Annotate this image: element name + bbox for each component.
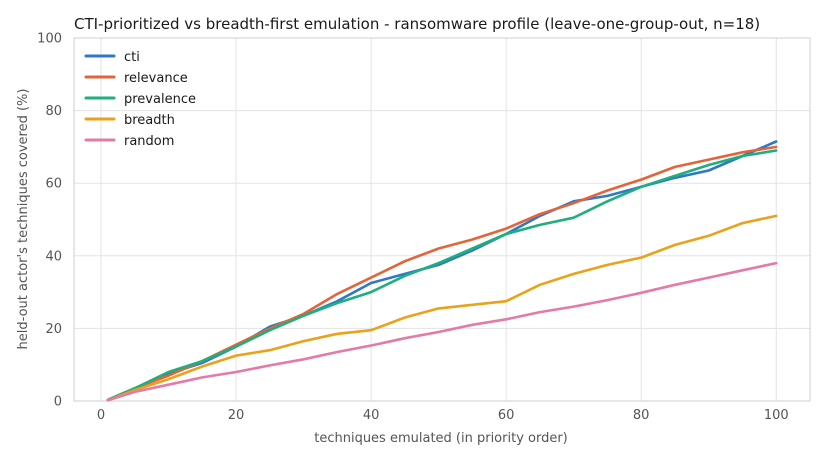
x-tick-label: 100 — [764, 408, 789, 423]
series-line-breadth — [106, 214, 778, 402]
legend-label-relevance: relevance — [124, 71, 188, 86]
series-line-prevalence — [106, 149, 778, 402]
legend: cti relevance prevalence breadth random — [84, 50, 196, 149]
legend-label-breadth: breadth — [124, 113, 175, 128]
x-tick-label: 20 — [228, 408, 245, 423]
series-line-relevance — [106, 145, 778, 402]
tick-labels: 0 20 40 60 80 100 0 20 40 60 80 100 — [37, 32, 788, 424]
x-tick-label: 0 — [97, 408, 105, 423]
x-tick-label: 60 — [498, 408, 515, 423]
y-tick-label: 60 — [45, 177, 62, 192]
y-tick-label: 40 — [45, 249, 62, 264]
series-line-random — [106, 261, 778, 402]
y-tick-label: 20 — [45, 322, 62, 337]
series-layer — [106, 140, 778, 402]
legend-label-random: random — [124, 134, 174, 149]
plot-frame — [73, 37, 811, 402]
series-line-cti — [106, 140, 778, 402]
legend-label-prevalence: prevalence — [124, 92, 196, 107]
x-axis-label: techniques emulated (in priority order) — [314, 431, 568, 446]
y-tick-label: 80 — [45, 104, 62, 119]
x-tick-label: 80 — [633, 408, 650, 423]
legend-label-cti: cti — [124, 50, 140, 65]
chart-title: CTI-prioritized vs breadth-first emulati… — [74, 15, 760, 33]
x-tick-label: 40 — [363, 408, 380, 423]
y-tick-label: 0 — [54, 395, 62, 410]
y-tick-label: 100 — [37, 32, 62, 47]
y-axis-label: held-out actor's techniques covered (%) — [16, 89, 31, 350]
grid — [73, 37, 811, 402]
